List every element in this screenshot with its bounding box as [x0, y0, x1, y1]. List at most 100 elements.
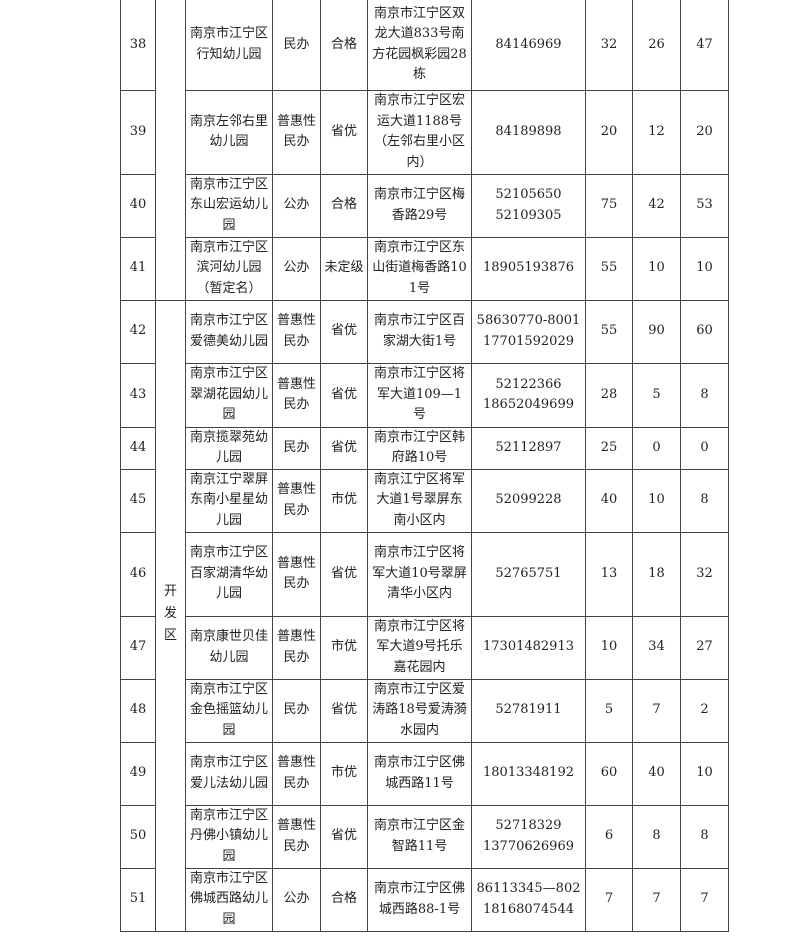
table-row: 51 南京市江宁区佛城西路幼儿园 公办 合格 南京市江宁区佛城西路88-1号 861133…	[120, 867, 729, 932]
ownership-type: 普惠性民办	[272, 804, 321, 869]
phone: 18905193876	[471, 236, 586, 301]
count-c: 27	[680, 615, 729, 680]
count-a: 5	[585, 678, 633, 743]
phone: 84189898	[471, 89, 586, 175]
row-number: 48	[120, 678, 156, 743]
rating-grade: 省优	[320, 804, 368, 869]
kindergarten-name: 南京市江宁区爱德美幼儿园	[185, 299, 273, 364]
address: 南京市江宁区百家湖大街1号	[367, 299, 472, 364]
row-number: 49	[120, 741, 156, 806]
count-b: 18	[632, 531, 681, 617]
phone: 52122366 18652049699	[471, 362, 586, 428]
count-c: 20	[680, 89, 729, 175]
region-cell: 开发区	[155, 299, 186, 932]
kindergarten-name: 南京揽翠苑幼儿园	[185, 426, 273, 470]
kindergarten-name: 南京市江宁区爱儿法幼儿园	[185, 741, 273, 806]
count-c: 7	[680, 867, 729, 932]
table-row: 38 南京市江宁区行知幼儿园 民办 合格 南京市江宁区双龙大道833号南方花园枫彩园28…	[120, 0, 729, 301]
table-row: 47 南京康世贝佳幼儿园 普惠性民办 市优 南京市江宁区将军大道9号托乐嘉花园内 1730…	[120, 615, 729, 680]
ownership-type: 普惠性民办	[272, 741, 321, 806]
address: 南京市江宁区将军大道109—1号	[367, 362, 472, 428]
ownership-type: 普惠性民办	[272, 89, 321, 175]
address: 南京市江宁区佛城西路88-1号	[367, 867, 472, 932]
ownership-type: 公办	[272, 173, 321, 238]
ownership-type: 公办	[272, 236, 321, 301]
count-c: 60	[680, 299, 729, 364]
count-a: 75	[585, 173, 633, 238]
address: 南京市江宁区东山街道梅香路101号	[367, 236, 472, 301]
count-c: 53	[680, 173, 729, 238]
ownership-type: 普惠性民办	[272, 299, 321, 364]
table-row: 44 南京揽翠苑幼儿园 民办 省优 南京市江宁区韩府路10号 52112897 25 0 0	[120, 426, 729, 470]
table-row: 48 南京市江宁区金色摇篮幼儿园 民办 省优 南京市江宁区爱涛路18号爱涛漪水园内 527…	[120, 678, 729, 743]
count-c: 0	[680, 426, 729, 470]
kindergarten-name: 南京市江宁区佛城西路幼儿园	[185, 867, 273, 932]
count-a: 32	[585, 0, 633, 91]
table-row: 49 南京市江宁区爱儿法幼儿园 普惠性民办 市优 南京市江宁区佛城西路11号 180133…	[120, 741, 729, 806]
phone: 52099228	[471, 468, 586, 533]
kindergarten-name: 南京市江宁区百家湖清华幼儿园	[185, 531, 273, 617]
rating-grade: 市优	[320, 741, 368, 806]
count-a: 40	[585, 468, 633, 533]
row-number: 41	[120, 236, 156, 301]
row-number: 38	[120, 0, 156, 91]
address: 南京市江宁区双龙大道833号南方花园枫彩园28栋	[367, 0, 472, 91]
rating-grade: 省优	[320, 678, 368, 743]
kindergarten-name: 南京江宁翠屏东南小星星幼儿园	[185, 468, 273, 533]
phone: 52781911	[471, 678, 586, 743]
count-b: 7	[632, 867, 681, 932]
count-c: 47	[680, 0, 729, 91]
kindergarten-name: 南京康世贝佳幼儿园	[185, 615, 273, 680]
table-row: 43 南京市江宁区翠湖花园幼儿园 普惠性民办 省优 南京市江宁区将军大道109—1号 52…	[120, 362, 729, 428]
phone: 58630770-8001 17701592029	[471, 299, 586, 364]
kindergarten-name: 南京左邻右里幼儿园	[185, 89, 273, 175]
row-number: 40	[120, 173, 156, 238]
table-row: 45 南京江宁翠屏东南小星星幼儿园 普惠性民办 市优 南京江宁区将军大道1号翠屏东南小区…	[120, 468, 729, 533]
count-b: 40	[632, 741, 681, 806]
rating-grade: 省优	[320, 426, 368, 470]
table-row: 39 南京左邻右里幼儿园 普惠性民办 省优 南京市江宁区宏运大道1188号（左邻右里小区…	[120, 89, 729, 175]
kindergarten-name: 南京市江宁区东山宏运幼儿园	[185, 173, 273, 238]
address: 南京市江宁区宏运大道1188号（左邻右里小区内）	[367, 89, 472, 175]
kindergarten-name: 南京市江宁区滨河幼儿园（暂定名）	[185, 236, 273, 301]
count-a: 7	[585, 867, 633, 932]
phone: 17301482913	[471, 615, 586, 680]
rating-grade: 市优	[320, 468, 368, 533]
kindergarten-name: 南京市江宁区行知幼儿园	[185, 0, 273, 91]
table-row: 42 开发区 南京市江宁区爱德美幼儿园 普惠性民办 省优 南京市江宁区百家湖大街1号 586…	[120, 299, 729, 932]
address: 南京市江宁区梅香路29号	[367, 173, 472, 238]
count-a: 55	[585, 299, 633, 364]
row-number: 50	[120, 804, 156, 869]
phone: 52718329 13770626969	[471, 804, 586, 869]
address: 南京市江宁区将军大道9号托乐嘉花园内	[367, 615, 472, 680]
kindergarten-name: 南京市江宁区丹佛小镇幼儿园	[185, 804, 273, 869]
row-number: 47	[120, 615, 156, 680]
count-a: 25	[585, 426, 633, 470]
phone: 52105650 52109305	[471, 173, 586, 238]
address: 南京市江宁区将军大道10号翠屏清华小区内	[367, 531, 472, 617]
rating-grade: 市优	[320, 615, 368, 680]
rating-grade: 合格	[320, 867, 368, 932]
rating-grade: 合格	[320, 0, 368, 91]
phone: 84146969	[471, 0, 586, 91]
kindergarten-name: 南京市江宁区翠湖花园幼儿园	[185, 362, 273, 428]
row-number: 46	[120, 531, 156, 617]
ownership-type: 民办	[272, 0, 321, 91]
count-b: 10	[632, 468, 681, 533]
row-number: 44	[120, 426, 156, 470]
address: 南京江宁区将军大道1号翠屏东南小区内	[367, 468, 472, 533]
count-a: 10	[585, 615, 633, 680]
rating-grade: 未定级	[320, 236, 368, 301]
count-c: 2	[680, 678, 729, 743]
address: 南京市江宁区金智路11号	[367, 804, 472, 869]
row-number: 43	[120, 362, 156, 428]
rating-grade: 合格	[320, 173, 368, 238]
rating-grade: 省优	[320, 362, 368, 428]
region-label: 开发区	[163, 583, 177, 643]
count-b: 7	[632, 678, 681, 743]
ownership-type: 普惠性民办	[272, 531, 321, 617]
count-b: 5	[632, 362, 681, 428]
count-a: 28	[585, 362, 633, 428]
ownership-type: 民办	[272, 678, 321, 743]
count-c: 10	[680, 741, 729, 806]
